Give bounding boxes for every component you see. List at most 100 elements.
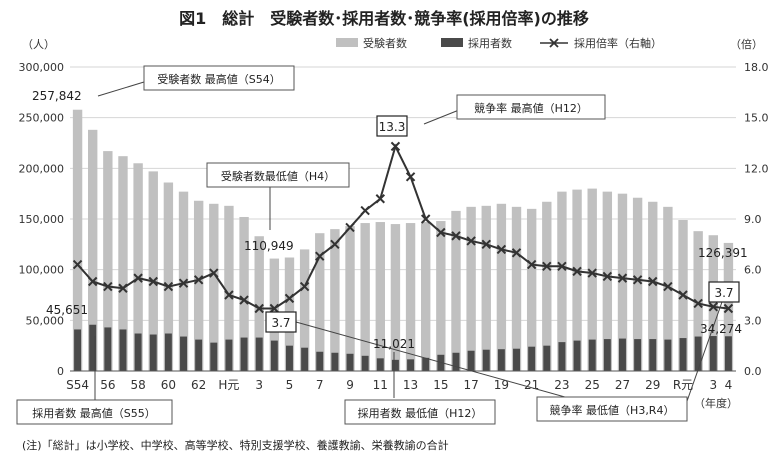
x-tick-label: 9 xyxy=(346,378,354,392)
right-tick-label: 3.0 xyxy=(744,314,762,327)
ratio-marker xyxy=(118,283,128,293)
exam-bar xyxy=(405,223,416,371)
right-axis-ticks: 0.0 3.0 6.0 9.0 12.0 15.0 18.0 xyxy=(744,61,768,378)
hire-bar xyxy=(316,351,324,371)
ratio-marker xyxy=(345,222,355,233)
x-tick-label: 15 xyxy=(433,378,448,392)
ratio-marker xyxy=(133,273,143,283)
right-tick-label: 18.0 xyxy=(744,61,768,74)
x-tick-label: 19 xyxy=(494,378,509,392)
label-ratio-max-text: 13.3 xyxy=(379,120,406,134)
ratio-marker xyxy=(466,236,476,246)
ratio-marker xyxy=(375,194,386,204)
callout-hire-max-box xyxy=(16,399,173,425)
ratio-line xyxy=(76,143,729,310)
label-ratio-min-h3-text: 3.7 xyxy=(271,316,290,330)
exam-bar xyxy=(193,200,204,371)
ratio-marker xyxy=(648,276,658,287)
exam-bar xyxy=(436,221,446,371)
hire-bar xyxy=(195,339,203,371)
ratio-marker xyxy=(148,276,158,287)
hire-bar xyxy=(543,345,551,371)
legend-label-exam: 受験者数 xyxy=(363,36,407,50)
exam-bar xyxy=(360,223,370,371)
hire-bar xyxy=(74,329,82,371)
callout-ratio-min-box xyxy=(536,396,688,422)
hire-bar xyxy=(664,339,672,371)
x-tick-label: 62 xyxy=(191,378,206,392)
hire-bar xyxy=(391,359,399,371)
left-tick-label: 50,000 xyxy=(26,314,65,327)
ratio-marker xyxy=(708,302,719,312)
hire-bar xyxy=(513,348,521,371)
hire-bar xyxy=(180,336,188,371)
hire-bar xyxy=(119,329,127,371)
label-exam-first: 257,842 xyxy=(32,89,82,103)
hire-bar xyxy=(285,345,293,371)
ratio-marker xyxy=(330,239,340,250)
ratio-marker xyxy=(209,268,219,278)
legend-label-ratio: 採用倍率（右軸） xyxy=(574,36,662,50)
legend: 受験者数 採用者数 採用倍率（右軸） xyxy=(336,36,662,50)
right-tick-label: 12.0 xyxy=(744,162,768,175)
exam-bar xyxy=(708,235,718,371)
ratio-marker xyxy=(315,251,325,261)
hire-bar xyxy=(618,338,626,371)
x-tick-label: 3 xyxy=(255,378,263,392)
x-tick-label: 11 xyxy=(373,378,388,392)
legend-swatch-exam xyxy=(336,38,358,47)
label-ratio-min-h3-box xyxy=(265,311,297,333)
ratio-marker xyxy=(178,278,189,288)
ratio-marker xyxy=(557,261,567,271)
left-tick-label: 250,000 xyxy=(19,112,65,125)
exam-bar xyxy=(315,233,325,371)
ratio-marker xyxy=(284,293,295,304)
exam-bar xyxy=(587,188,597,371)
exam-bar xyxy=(345,226,355,371)
exam-bar xyxy=(632,197,643,371)
ratio-marker xyxy=(163,281,174,292)
ratio-marker xyxy=(511,248,522,258)
hire-bar xyxy=(164,333,172,371)
x-axis-ticks: S54 56 58 60 62 H元 3 5 7 9 11 13 15 17 19 21 23 25 27 29 R元 3… xyxy=(66,378,732,392)
hire-bar xyxy=(649,339,657,371)
label-exam-min: 110,949 xyxy=(244,239,294,253)
exam-bar xyxy=(72,109,83,372)
leader-exam-max xyxy=(97,81,145,97)
exam-bar xyxy=(118,156,128,371)
callout-exam-max: 受験者数 最高値（S54） xyxy=(143,65,295,91)
x-tick-label: R元 xyxy=(673,378,693,392)
ratio-marker xyxy=(602,271,613,282)
hire-bar xyxy=(497,349,505,371)
x-unit: （年度） xyxy=(694,396,738,410)
hire-bar xyxy=(255,337,263,371)
ratio-marker xyxy=(239,295,249,305)
exam-bar xyxy=(209,203,219,371)
ratio-marker xyxy=(254,303,264,314)
ratio-marker xyxy=(436,227,446,238)
hire-bar xyxy=(407,359,415,371)
exam-bar xyxy=(496,203,507,371)
label-ratio-last: 3.7 xyxy=(708,281,740,303)
exam-bar xyxy=(375,222,385,371)
label-ratio-min-h3: 3.7 xyxy=(265,311,297,333)
hire-bar xyxy=(149,334,157,371)
exam-bar xyxy=(617,193,628,371)
left-tick-label: 300,000 xyxy=(19,61,65,74)
label-hire-max: 45,651 xyxy=(46,303,88,317)
exam-bar xyxy=(481,205,491,371)
ratio-marker xyxy=(405,172,416,182)
hire-bar xyxy=(270,340,278,371)
callout-hire-max-text: 採用者数 最高値（S55） xyxy=(32,406,155,420)
callout-ratio-min-text: 競争率 最低値（H3,R4） xyxy=(550,403,675,417)
hire-bar xyxy=(104,327,112,371)
hire-bar xyxy=(361,355,369,371)
chart-title: 図1 総計 受験者数･採用者数･競争率(採用倍率)の推移 xyxy=(179,9,589,28)
callout-hire-min-box xyxy=(344,399,496,425)
exam-bar xyxy=(390,224,401,371)
exam-bar xyxy=(163,182,174,371)
x-tick-label: 3 xyxy=(709,378,717,392)
left-axis-ticks: 0 50,000 100,000 150,000 200,000 250,000 300,0… xyxy=(19,61,65,378)
ratio-marker xyxy=(360,205,370,216)
label-hire-min: 11,021 xyxy=(373,337,415,351)
